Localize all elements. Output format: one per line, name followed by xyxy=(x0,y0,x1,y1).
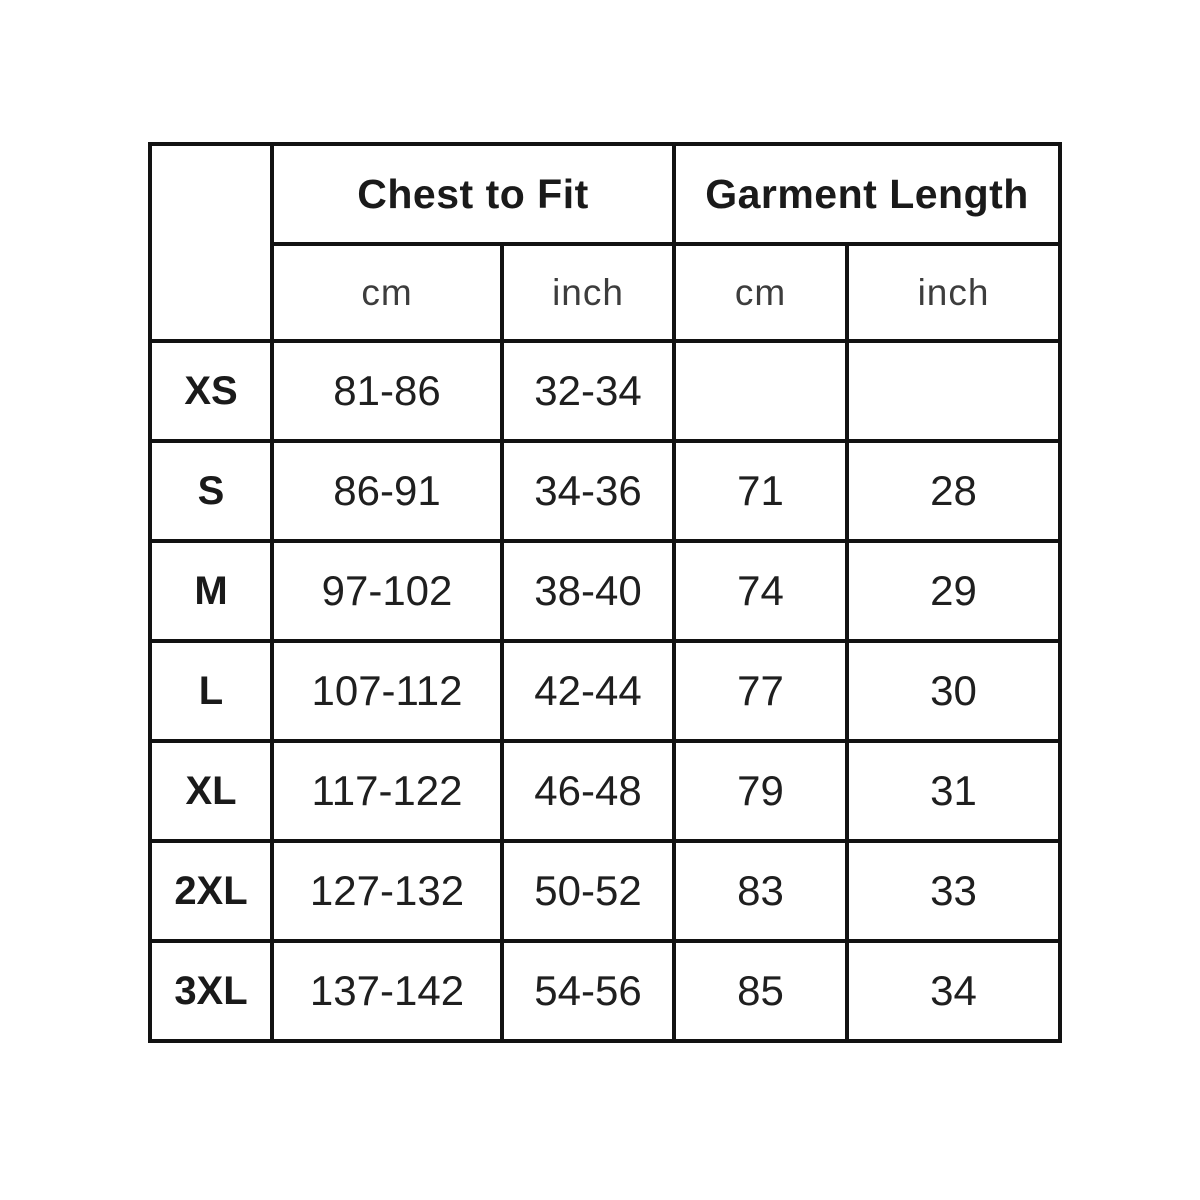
length-cm-value: 85 xyxy=(672,939,850,1043)
chest-cm-value: 137-142 xyxy=(270,939,504,1043)
unit-header-length-cm: cm xyxy=(672,242,850,343)
table-row-l: L 107-112 42-44 77 30 xyxy=(148,639,1063,743)
length-inch-value: 28 xyxy=(845,439,1063,543)
length-inch-value: 30 xyxy=(845,639,1063,743)
size-label: 3XL xyxy=(148,939,274,1043)
table-row-3xl: 3XL 137-142 54-56 85 34 xyxy=(148,939,1063,1043)
table-row-2xl: 2XL 127-132 50-52 83 33 xyxy=(148,839,1063,943)
length-cm-value: 71 xyxy=(672,439,850,543)
length-cm-value: 79 xyxy=(672,739,850,843)
unit-header-length-inch: inch xyxy=(845,242,1063,343)
column-group-garment-length: Garment Length xyxy=(672,142,1063,246)
length-inch-value: 29 xyxy=(845,539,1063,643)
chest-cm-value: 127-132 xyxy=(270,839,504,943)
column-group-chest-to-fit: Chest to Fit xyxy=(269,142,677,246)
table-row-m: M 97-102 38-40 74 29 xyxy=(148,539,1063,643)
unit-header-row: cm inch cm inch xyxy=(150,242,1063,343)
length-inch-value: 33 xyxy=(845,839,1063,943)
chest-cm-value: 107-112 xyxy=(270,639,504,743)
size-label: 2XL xyxy=(148,839,274,943)
size-label: L xyxy=(148,639,274,743)
chest-inch-value: 54-56 xyxy=(499,939,677,1043)
length-inch-value: 34 xyxy=(845,939,1063,1043)
empty-corner-cell xyxy=(148,142,274,343)
chest-inch-value: 46-48 xyxy=(499,739,677,843)
unit-header-chest-inch: inch xyxy=(499,242,677,343)
length-inch-value xyxy=(845,339,1063,443)
chest-cm-value: 97-102 xyxy=(270,539,504,643)
unit-header-chest-cm: cm xyxy=(270,242,504,343)
size-chart-table: Chest to Fit Garment Length cm inch cm i… xyxy=(148,142,1063,1043)
chest-inch-value: 34-36 xyxy=(499,439,677,543)
chest-inch-value: 38-40 xyxy=(499,539,677,643)
table-row-xs: XS 81-86 32-34 xyxy=(148,339,1063,443)
size-label: S xyxy=(148,439,274,543)
chest-inch-value: 42-44 xyxy=(499,639,677,743)
size-label: M xyxy=(148,539,274,643)
length-inch-value: 31 xyxy=(845,739,1063,843)
chest-cm-value: 117-122 xyxy=(270,739,504,843)
size-label: XS xyxy=(148,339,274,443)
length-cm-value: 77 xyxy=(672,639,850,743)
chest-cm-value: 81-86 xyxy=(270,339,504,443)
table-row-xl: XL 117-122 46-48 79 31 xyxy=(148,739,1063,843)
length-cm-value: 83 xyxy=(672,839,850,943)
chest-inch-value: 32-34 xyxy=(499,339,677,443)
table-row-s: S 86-91 34-36 71 28 xyxy=(148,439,1063,543)
size-label: XL xyxy=(148,739,274,843)
group-header-row: Chest to Fit Garment Length xyxy=(148,142,1063,343)
length-cm-value xyxy=(672,339,850,443)
chest-cm-value: 86-91 xyxy=(270,439,504,543)
length-cm-value: 74 xyxy=(672,539,850,643)
chest-inch-value: 50-52 xyxy=(499,839,677,943)
